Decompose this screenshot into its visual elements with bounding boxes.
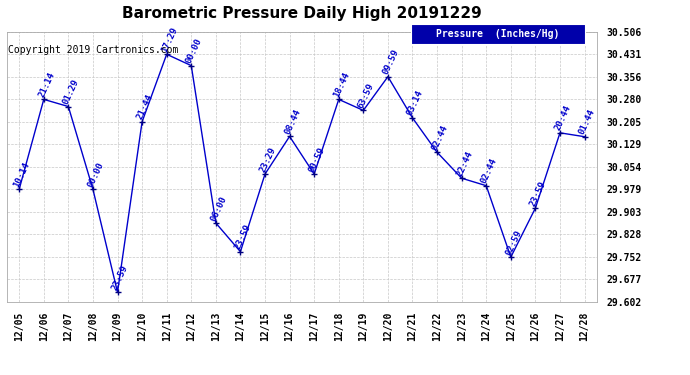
Text: 10:14: 10:14	[12, 160, 32, 189]
Text: 02:44: 02:44	[480, 157, 499, 185]
Text: 21:14: 21:14	[37, 70, 57, 99]
Text: 63:59: 63:59	[357, 82, 376, 110]
Text: 23:59: 23:59	[233, 223, 253, 251]
Text: 23:59: 23:59	[110, 264, 130, 292]
Text: 03:14: 03:14	[406, 89, 425, 117]
Text: Copyright 2019 Cartronics.com: Copyright 2019 Cartronics.com	[8, 45, 179, 55]
Text: 00:00: 00:00	[86, 160, 106, 189]
Text: 00:00: 00:00	[184, 37, 204, 65]
Text: 01:44: 01:44	[578, 108, 597, 136]
Text: 00:59: 00:59	[307, 145, 327, 174]
Text: 01:29: 01:29	[61, 78, 81, 106]
Text: 02:59: 02:59	[504, 228, 524, 256]
Title: Barometric Pressure Daily High 20191229: Barometric Pressure Daily High 20191229	[122, 6, 482, 21]
Text: 08:44: 08:44	[283, 108, 302, 136]
Text: 09:59: 09:59	[381, 48, 400, 76]
Text: 21:44: 21:44	[135, 93, 155, 121]
Text: 23:59: 23:59	[529, 179, 548, 207]
Text: 02:44: 02:44	[430, 123, 450, 152]
Text: 06:00: 06:00	[209, 194, 228, 222]
Text: 18:44: 18:44	[332, 70, 351, 99]
Text: 23:29: 23:29	[258, 145, 277, 174]
Text: 20:44: 20:44	[553, 104, 573, 132]
Text: 22:44: 22:44	[455, 150, 474, 178]
Text: 17:29: 17:29	[160, 26, 179, 54]
